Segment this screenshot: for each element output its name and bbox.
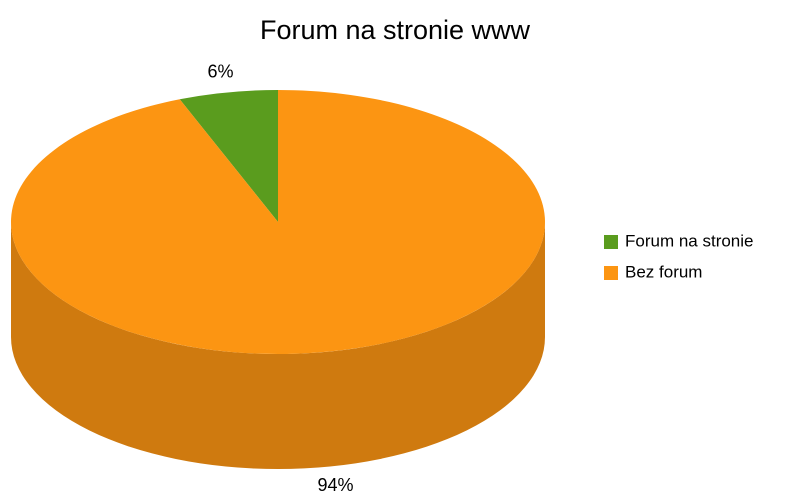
legend-label: Bez forum xyxy=(625,262,702,281)
data-label: 6% xyxy=(207,62,233,82)
pie-slice xyxy=(10,90,546,354)
legend-label: Forum na stronie xyxy=(625,231,754,250)
legend-swatch xyxy=(604,266,618,280)
chart-title: Forum na stronie www xyxy=(260,15,531,45)
pie-side xyxy=(11,222,545,469)
pie-slice xyxy=(179,90,278,222)
data-label: 94% xyxy=(318,475,354,492)
legend-swatch xyxy=(604,235,618,249)
